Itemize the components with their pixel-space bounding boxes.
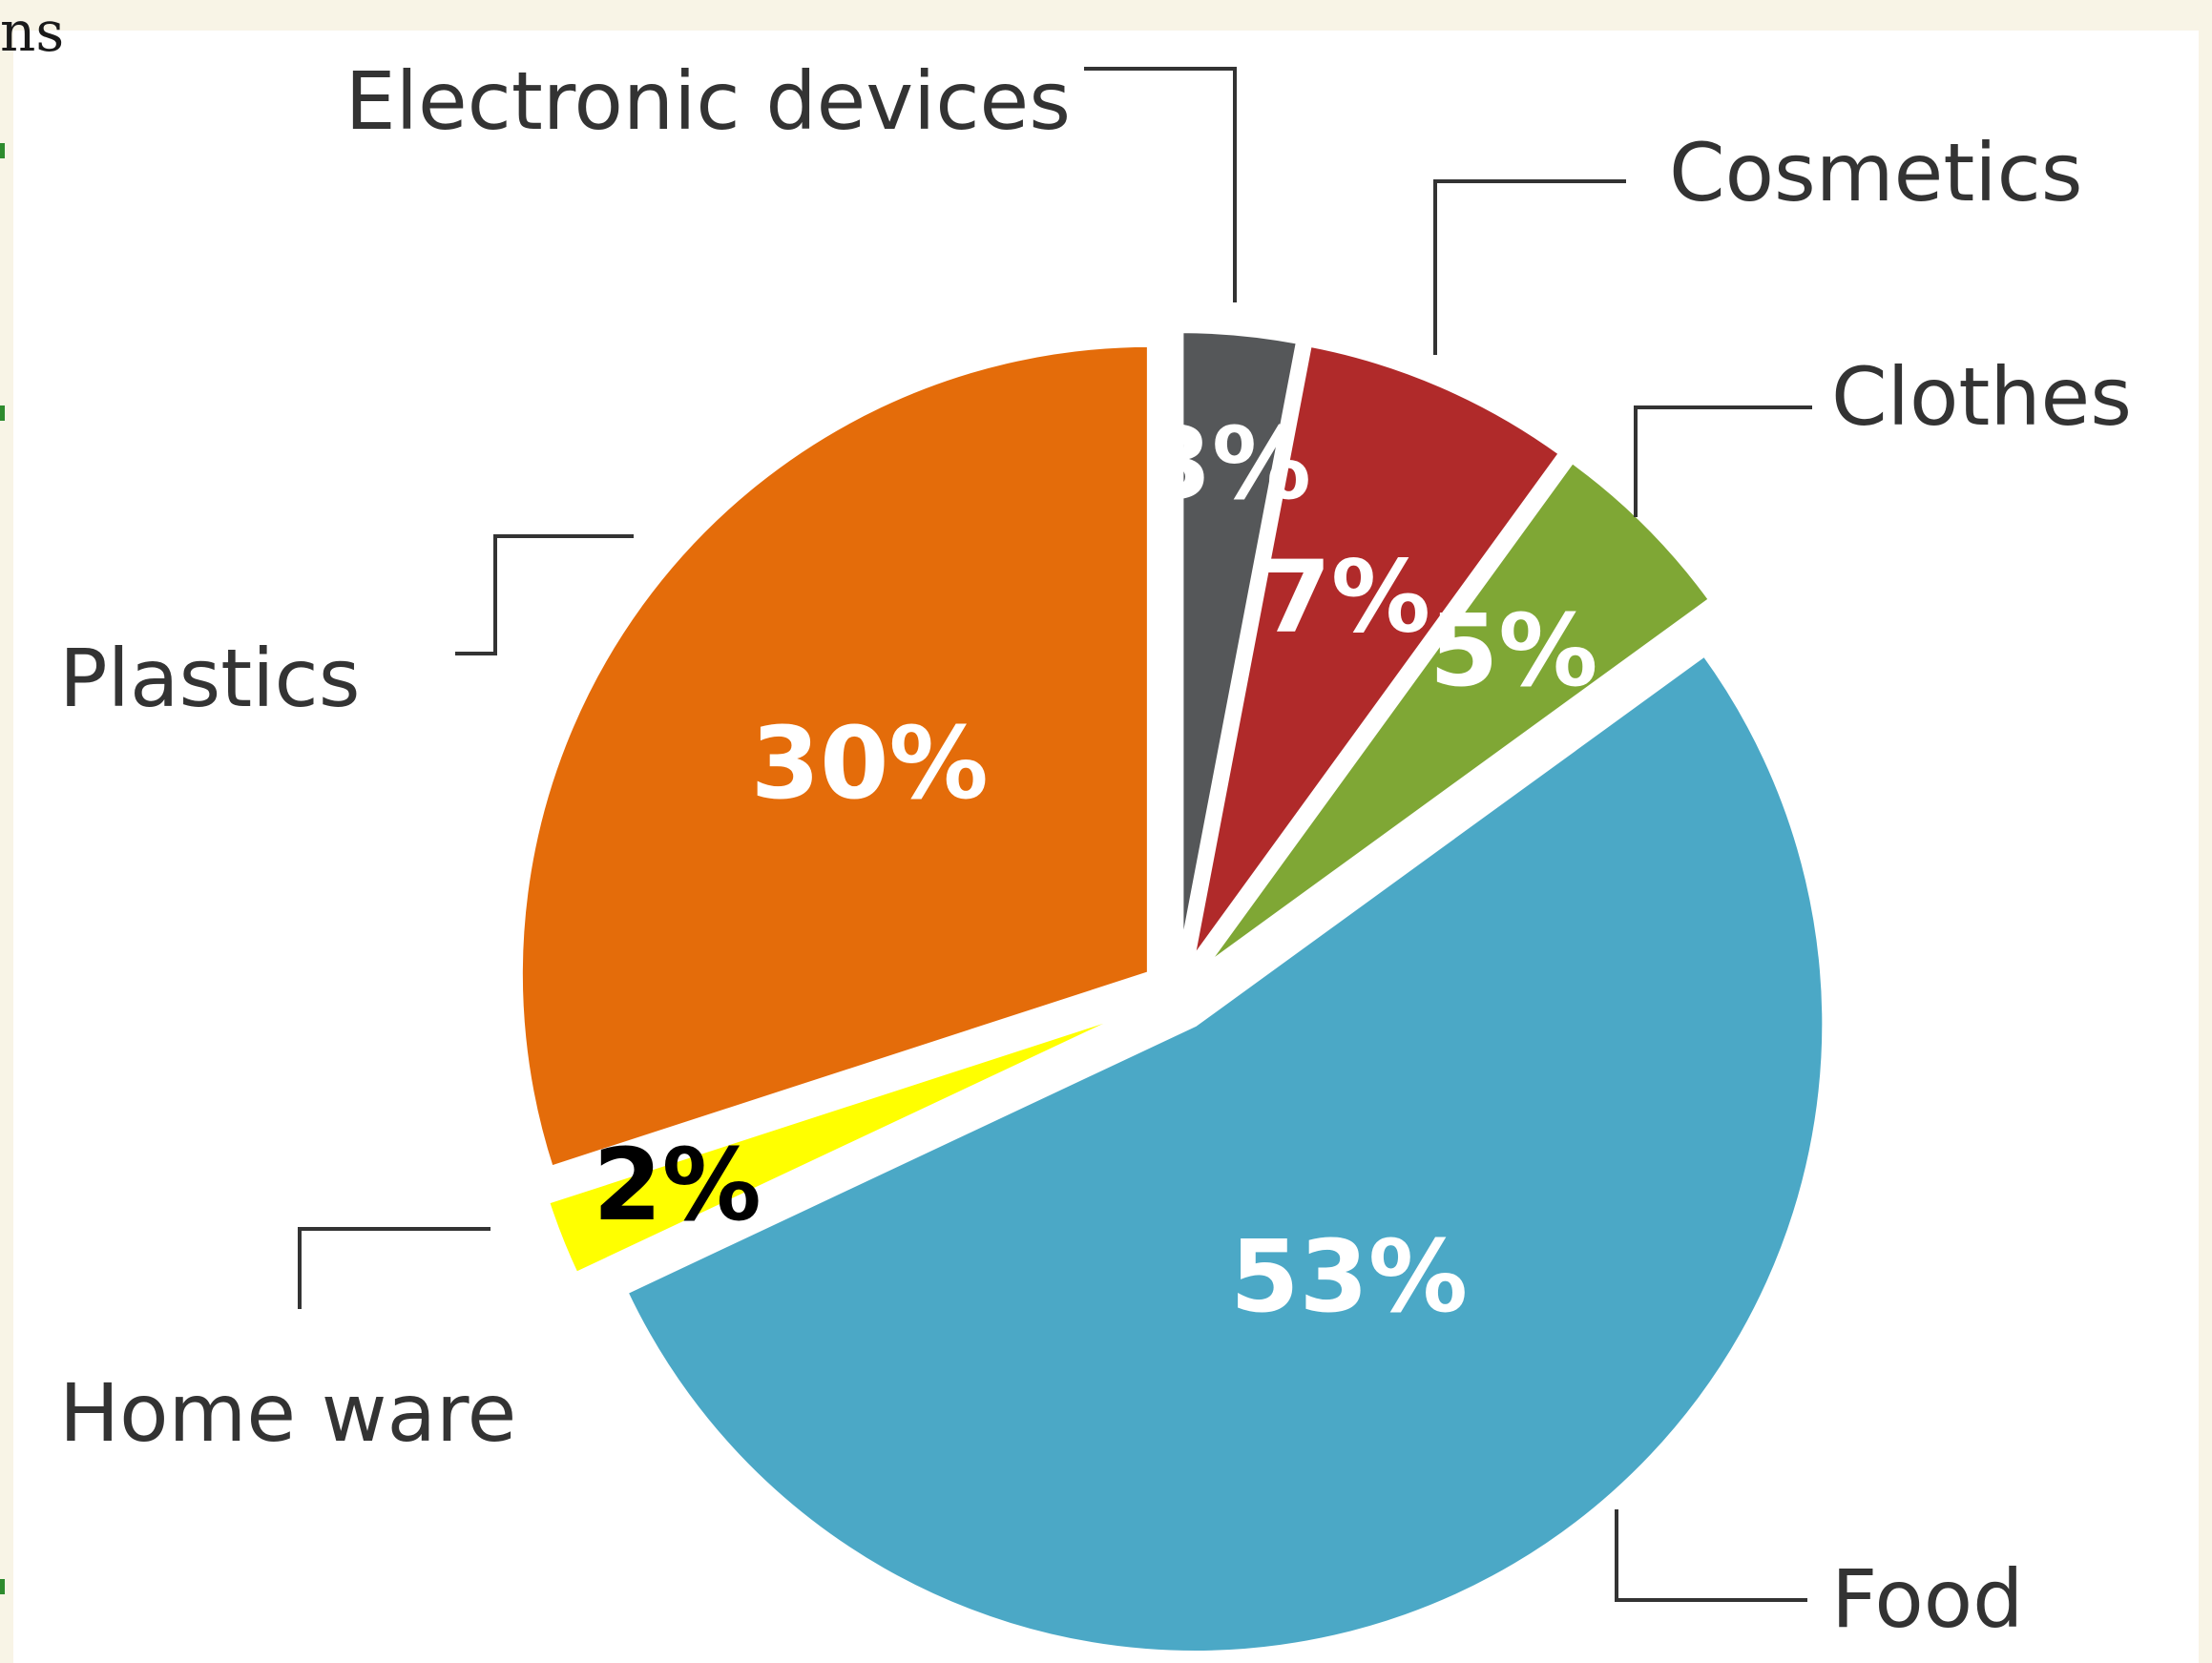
value-label: 3% <box>1143 405 1312 522</box>
leader-line <box>298 1227 490 1309</box>
value-label: 30% <box>751 705 989 821</box>
pie-slices <box>516 327 1828 1656</box>
chart-panel: Electronic devices Cosmetics Clothes Food Ho… <box>13 31 2199 1663</box>
category-label: Food <box>1831 1552 2023 1646</box>
category-labels: Electronic devices Cosmetics Clothes Food Ho… <box>59 54 2132 1646</box>
leader-line <box>455 534 634 655</box>
pie-slice-food <box>621 649 1828 1656</box>
value-label: 53% <box>1230 1218 1468 1335</box>
leader-line <box>1084 67 1237 302</box>
value-labels: 3% 7%5% 53% 2% 30% <box>593 405 1597 1335</box>
clipped-text-fragment: ns <box>0 0 65 64</box>
leader-line <box>1615 1509 1807 1602</box>
category-label: Electronic devices <box>345 54 1071 148</box>
value-label: 5% <box>1429 592 1598 709</box>
category-label: Home ware <box>59 1366 516 1460</box>
green-margin-mark <box>0 1579 5 1594</box>
category-label: Clothes <box>1831 350 2132 444</box>
pie-slice-plastics <box>516 341 1153 1173</box>
value-label: 2% <box>593 1127 762 1243</box>
pie-slice-cosmetics <box>1188 341 1566 965</box>
pie-slice-home-ware <box>543 1004 1147 1279</box>
pie-slice-clothes <box>1200 456 1716 972</box>
category-label: Plastics <box>59 632 360 725</box>
leader-line <box>1433 179 1626 355</box>
value-label: 7% <box>1263 539 1431 655</box>
pie-slice-electronic-devices <box>1178 327 1303 961</box>
green-margin-mark <box>0 143 5 158</box>
leader-line <box>1634 405 1812 517</box>
leader-lines <box>298 67 1812 1602</box>
green-margin-mark <box>0 405 5 421</box>
pie-chart: Electronic devices Cosmetics Clothes Food Ho… <box>59 54 2132 1656</box>
category-label: Cosmetics <box>1669 126 2083 219</box>
